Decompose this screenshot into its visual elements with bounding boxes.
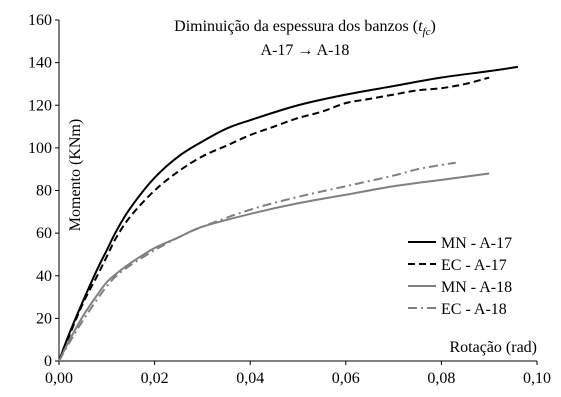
y-tick-label: 100 bbox=[28, 140, 52, 157]
legend-label: MN - A-17 bbox=[441, 235, 512, 252]
chart-title-text: Diminuição da espessura dos banzos ( bbox=[174, 18, 418, 35]
y-tick-label: 20 bbox=[36, 310, 52, 327]
legend-label: MN - A-18 bbox=[441, 279, 512, 296]
chart-title-close: ) bbox=[431, 18, 436, 35]
legend: MN - A-17 EC - A-17 MN - A-18 EC - A-18 bbox=[408, 235, 512, 318]
x-axis-label: Rotação (rad) bbox=[449, 339, 537, 356]
y-tick-label: 40 bbox=[36, 268, 52, 285]
x-tick-label: 0,08 bbox=[427, 370, 455, 387]
chart-title-subscript: fc bbox=[423, 26, 431, 38]
legend-label: EC - A-18 bbox=[441, 301, 507, 318]
series-line-1 bbox=[58, 65, 519, 362]
series-layer bbox=[58, 65, 519, 362]
chart-title: Diminuição da espessura dos banzos (tfc) bbox=[174, 18, 436, 38]
y-tick-label: 80 bbox=[36, 183, 52, 200]
y-tick-label: 120 bbox=[28, 97, 52, 114]
chart-title-variable: t bbox=[418, 18, 423, 35]
x-tick-label: 0,04 bbox=[236, 370, 264, 387]
x-tick-label: 0,02 bbox=[141, 370, 169, 387]
y-tick-label: 140 bbox=[28, 55, 52, 72]
y-tick-label: 160 bbox=[28, 12, 52, 29]
x-tick-label: 0,00 bbox=[45, 370, 73, 387]
series-line-4 bbox=[58, 161, 456, 362]
series-line-3 bbox=[58, 172, 490, 362]
y-tick-label: 0 bbox=[44, 353, 52, 370]
chart-subtitle: A-17 → A-18 bbox=[261, 42, 350, 59]
x-tick-label: 0,10 bbox=[523, 370, 551, 387]
series-line-2 bbox=[58, 76, 490, 362]
axes: 0 20 40 60 80 100 120 140 160 0,00 0,02 0,04 0,06 0,0… bbox=[28, 12, 551, 387]
y-axis-label: Momento (KNm) bbox=[67, 119, 84, 231]
legend-label: EC - A-17 bbox=[441, 257, 507, 274]
x-tick-label: 0,06 bbox=[332, 370, 360, 387]
y-tick-label: 60 bbox=[36, 225, 52, 242]
